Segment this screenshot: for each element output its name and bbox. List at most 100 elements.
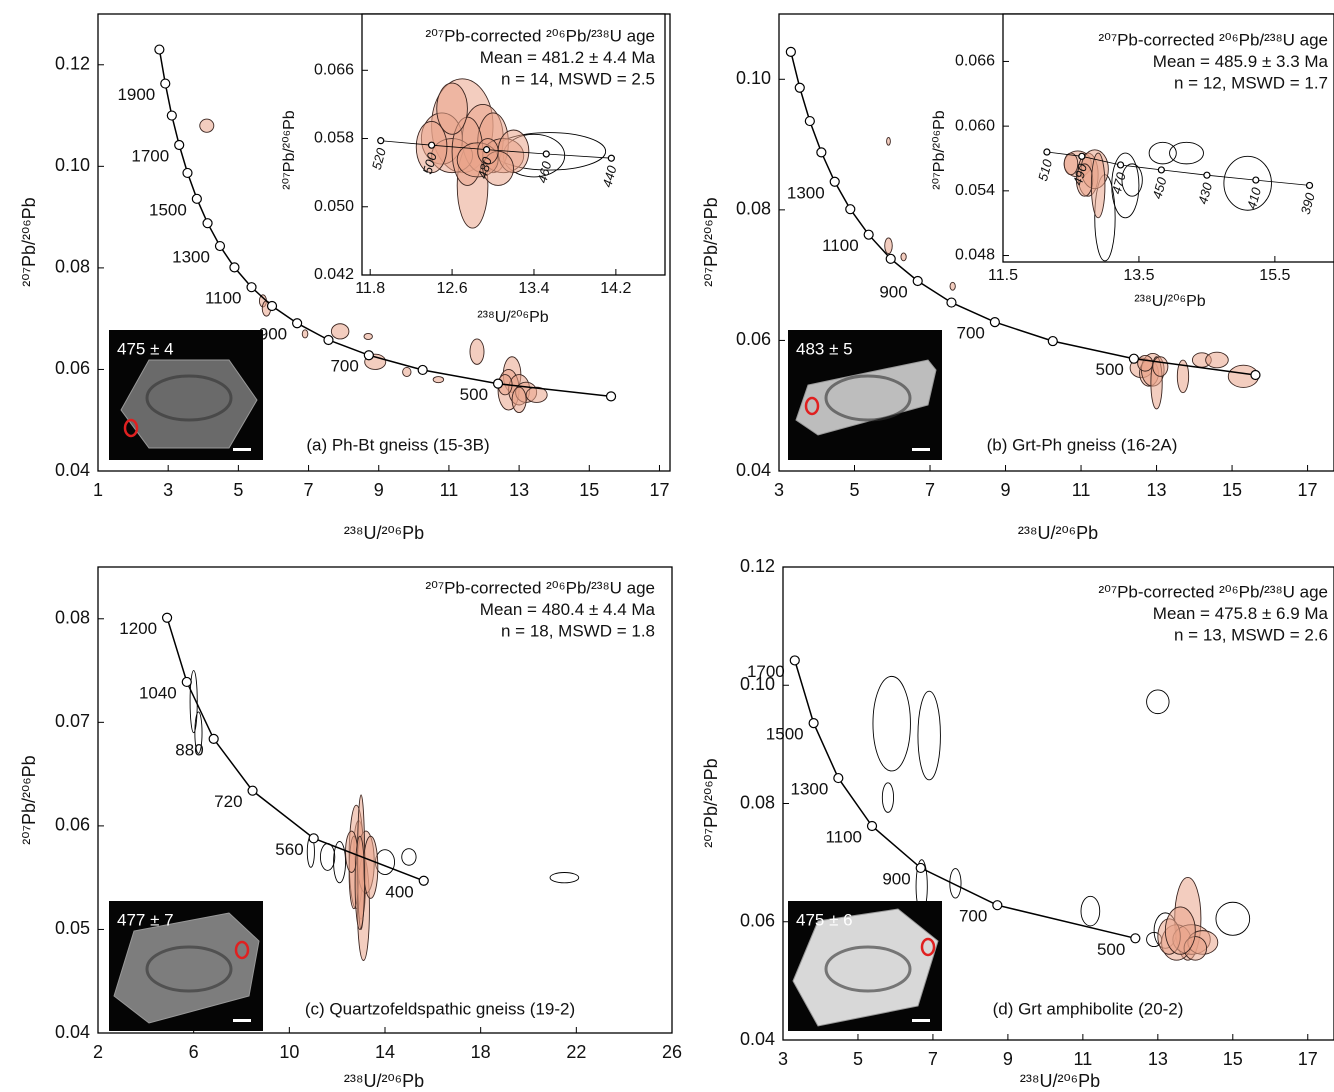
y-tick-label: 0.06 xyxy=(740,911,775,931)
concordia-marker xyxy=(809,719,818,728)
y-tick-label: 0.07 xyxy=(55,711,90,731)
concordia-marker xyxy=(183,168,192,177)
analysis-ellipse xyxy=(1153,357,1168,377)
concordia-marker xyxy=(830,177,839,186)
concordia-age-label: 700 xyxy=(959,907,987,926)
x-tick-label: 7 xyxy=(925,480,935,500)
age-summary: n = 12, MSWD = 1.7 xyxy=(1174,73,1328,92)
concordia-age-label: 1300 xyxy=(787,183,825,202)
concordia-marker xyxy=(817,148,826,157)
age-summary: Mean = 481.2 ± 4.4 Ma xyxy=(480,48,656,67)
x-tick-label: 3 xyxy=(774,480,784,500)
concordia-marker xyxy=(834,774,843,783)
y-tick-label: 0.12 xyxy=(55,54,90,74)
x-tick-label: 5 xyxy=(850,480,860,500)
concordia-marker xyxy=(947,298,956,307)
y-tick-label: 0.10 xyxy=(736,68,771,88)
age-summary: ²⁰⁷Pb-corrected ²⁰⁶Pb/²³⁸U age xyxy=(425,578,655,597)
concordia-marker xyxy=(1251,371,1260,380)
concordia-marker xyxy=(167,111,176,120)
age-summary: n = 13, MSWD = 2.6 xyxy=(1174,625,1328,644)
x-tick-label: 15 xyxy=(1222,480,1242,500)
scale-bar xyxy=(233,1019,251,1022)
concordia-marker xyxy=(913,277,922,286)
x-tick-label: 3 xyxy=(163,480,173,500)
analysis-ellipse xyxy=(331,324,349,339)
x-tick-label: 13 xyxy=(1147,480,1167,500)
y-tick-label: 0.06 xyxy=(55,815,90,835)
y-tick-label: 0.04 xyxy=(55,1022,90,1042)
concordia-marker xyxy=(608,155,614,161)
concordia-age-label: 1500 xyxy=(766,725,804,744)
concordia-marker xyxy=(418,365,427,374)
concordia-marker xyxy=(484,147,490,153)
concordia-age-label: 1100 xyxy=(205,289,242,308)
y-tick-label: 0.04 xyxy=(55,460,90,480)
concordia-marker xyxy=(1048,337,1057,346)
y-tick-label: 0.060 xyxy=(955,117,995,134)
x-tick-label: 11.8 xyxy=(355,280,385,297)
concordia-marker xyxy=(1129,354,1138,363)
concordia-marker xyxy=(230,263,239,272)
concordia-marker xyxy=(1131,934,1140,943)
analysis-ellipse xyxy=(364,333,372,339)
x-tick-label: 13.4 xyxy=(518,280,549,297)
concordia-marker xyxy=(268,301,277,310)
x-tick-label: 14.2 xyxy=(600,280,631,297)
concordia-marker xyxy=(795,83,804,92)
age-summary: Mean = 480.4 ± 4.4 Ma xyxy=(480,600,656,619)
scale-bar xyxy=(912,1019,930,1022)
concordia-marker xyxy=(1253,177,1259,183)
x-tick-label: 10 xyxy=(279,1042,299,1062)
concordia-marker xyxy=(182,677,191,686)
analysis-ellipse xyxy=(512,387,526,412)
concordia-marker xyxy=(155,45,164,54)
concordia-age-label: 1700 xyxy=(747,662,785,681)
x-tick-label: 26 xyxy=(662,1042,682,1062)
y-tick-label: 0.042 xyxy=(314,266,354,283)
analysis-ellipse xyxy=(403,367,411,376)
concordia-marker xyxy=(786,47,795,56)
analysis-ellipse xyxy=(355,836,365,929)
concordia-age-label: 1300 xyxy=(172,248,210,267)
analysis-ellipse xyxy=(433,377,444,383)
x-tick-label: 13 xyxy=(509,480,529,500)
grain-age: 475 ± 4 xyxy=(117,339,174,358)
y-tick-label: 0.066 xyxy=(955,53,995,70)
x-axis-label: ²³⁸U/²⁰⁶Pb xyxy=(344,523,424,543)
panel-caption: (d) Grt amphibolite (20-2) xyxy=(993,999,1184,1018)
x-tick-label: 13 xyxy=(1148,1049,1168,1069)
y-tick-label: 0.08 xyxy=(736,199,771,219)
concordia-marker xyxy=(1204,172,1210,178)
concordia-marker xyxy=(215,242,224,251)
y-tick-label: 0.04 xyxy=(740,1029,775,1049)
grain-age: 477 ± 7 xyxy=(117,910,174,929)
concordia-marker xyxy=(175,141,184,150)
x-tick-label: 7 xyxy=(304,480,314,500)
age-summary: ²⁰⁷Pb-corrected ²⁰⁶Pb/²³⁸U age xyxy=(1098,582,1328,601)
concordia-marker xyxy=(607,392,616,401)
concordia-age-label: 1900 xyxy=(117,85,155,104)
concordia-age-label: 560 xyxy=(275,840,303,859)
concordia-age-label: 900 xyxy=(879,283,907,302)
x-axis-label: ²³⁸U/²⁰⁶Pb xyxy=(1018,523,1098,543)
x-tick-label: 5 xyxy=(233,480,243,500)
concordia-age-label: 700 xyxy=(957,324,985,343)
y-tick-label: 0.058 xyxy=(314,130,354,147)
concordia-age-label: 400 xyxy=(385,882,413,901)
analysis-ellipse xyxy=(1091,153,1105,218)
x-tick-label: 14 xyxy=(375,1042,395,1062)
concordia-marker xyxy=(293,319,302,328)
x-axis-label: ²³⁸U/²⁰⁶Pb xyxy=(1020,1071,1100,1091)
concordia-marker xyxy=(364,351,373,360)
x-tick-label: 15 xyxy=(579,480,599,500)
y-tick-label: 0.06 xyxy=(55,358,90,378)
y-axis-label: ²⁰⁷Pb/²⁰⁶Pb xyxy=(931,110,948,190)
grain-age: 475 ± 6 xyxy=(796,910,853,929)
concordia-marker xyxy=(203,219,212,228)
concordia-marker xyxy=(161,79,170,88)
y-axis-label: ²⁰⁷Pb/²⁰⁶Pb xyxy=(19,755,39,844)
x-tick-label: 9 xyxy=(1001,480,1011,500)
concordia-age-label: 880 xyxy=(175,740,203,759)
x-tick-label: 11 xyxy=(440,480,459,500)
